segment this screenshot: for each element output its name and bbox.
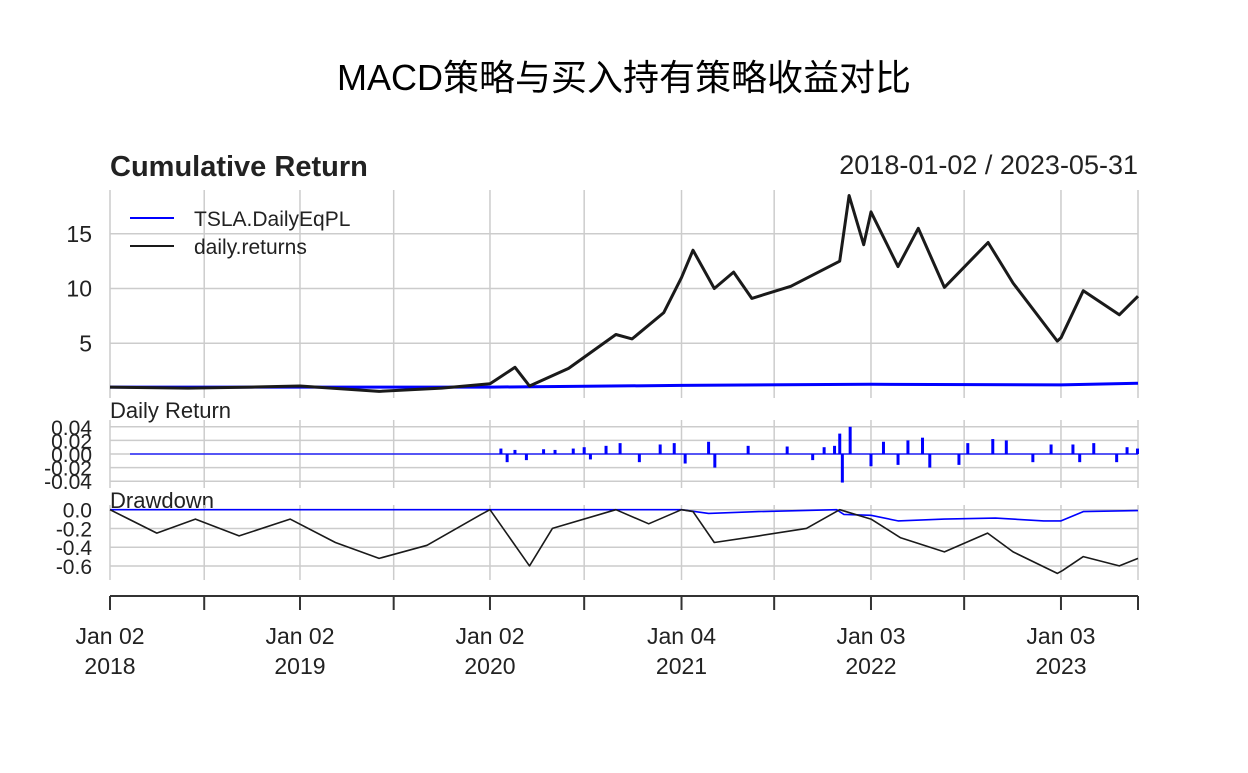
y-tick-label: 0.0 [63,500,92,523]
daily-return-bar [571,448,575,454]
x-tick-label: Jan 02 [75,623,144,649]
daily-return-bar [1049,444,1053,454]
daily-return-bar [713,454,717,468]
series-line-benchmark [109,508,1139,575]
daily-return-bar [869,454,873,467]
daily-return-bar [840,454,844,483]
panel-title-cumulative-return: Cumulative Return [110,151,368,183]
y-tick-label: -0.02 [44,458,92,481]
daily-return-bar [906,440,910,454]
daily-return-bar [499,448,503,454]
daily-return-bar [513,449,517,454]
daily-return-bar [1078,454,1082,463]
daily-return-bar [542,449,546,454]
series-line-benchmark [109,194,1140,393]
y-tick-label: 10 [66,276,92,302]
x-tick-year: 2020 [464,653,515,679]
daily-return-bar [822,447,826,454]
daily-return-bar [921,437,925,454]
series-layer [109,194,1140,575]
x-tick-label: Jan 02 [265,623,334,649]
panel-title-daily-return: Daily Return [110,398,231,423]
daily-return-bar [553,449,557,454]
daily-return-bar [582,447,586,454]
daily-return-bar [618,443,622,454]
daily-return-bar [838,433,842,454]
daily-return-bar [1031,454,1035,463]
legend-label-benchmark: daily.returns [194,236,307,259]
y-tick-label: 0.02 [51,430,92,453]
daily-return-bar [896,454,900,465]
chart-title: MACD策略与买入持有策略收益对比 [337,57,911,98]
legend: TSLA.DailyEqPL daily.returns [130,208,350,259]
x-tick-year: 2018 [84,653,135,679]
daily-return-bar [637,454,641,463]
daily-return-bar [1071,444,1075,454]
daily-return-bar [966,443,970,454]
y-tick-label: -0.2 [56,518,92,541]
daily-return-bar [524,454,528,461]
panel-title-drawdown: Drawdown [110,488,214,513]
x-tick-label: Jan 03 [1026,623,1095,649]
daily-return-bar [658,444,662,454]
date-range-label: 2018-01-02 / 2023-05-31 [839,150,1138,180]
x-tick-year: 2022 [845,653,896,679]
daily-return-bar [683,454,687,464]
x-tick-year: 2023 [1035,653,1086,679]
daily-return-bar [991,439,995,454]
y-tick-label: 15 [66,221,92,247]
daily-return-bar [707,441,711,454]
daily-return-bar [588,454,592,460]
daily-return-bar [672,443,676,454]
daily-return-bar [1115,454,1119,463]
legend-label-strategy: TSLA.DailyEqPL [194,208,350,231]
x-tick-year: 2019 [274,653,325,679]
daily-return-bar [928,454,932,468]
series-line-strategy [110,508,1139,522]
x-tick-year: 2021 [656,653,707,679]
daily-return-bar [1004,440,1008,454]
y-tick-label: -0.6 [56,556,92,579]
daily-return-bar [1135,448,1139,454]
y-tick-label: 5 [79,330,92,356]
y-tick-label: 0.04 [51,417,92,440]
daily-return-bar [746,445,750,454]
daily-return-bar [785,446,789,454]
daily-return-bar [833,445,837,454]
daily-return-bar [1125,447,1129,454]
axis-layer: 5 10 15 -0.04-0.020.000.020.04 -0.6-0.4-0.20… [44,221,1139,679]
x-tick-label: Jan 04 [647,623,716,649]
x-tick-label: Jan 03 [836,623,905,649]
daily-return-bar [1092,443,1096,454]
y-tick-label: -0.04 [44,471,92,494]
daily-return-bar [957,454,961,465]
daily-return-bar [881,441,885,454]
y-tick-label: 0.00 [51,444,92,467]
daily-return-bar [505,454,509,463]
daily-return-bar [848,426,852,454]
y-tick-label: -0.4 [56,537,93,560]
daily-return-bar [604,445,608,454]
daily-return-bar [811,454,815,461]
x-tick-label: Jan 02 [455,623,524,649]
